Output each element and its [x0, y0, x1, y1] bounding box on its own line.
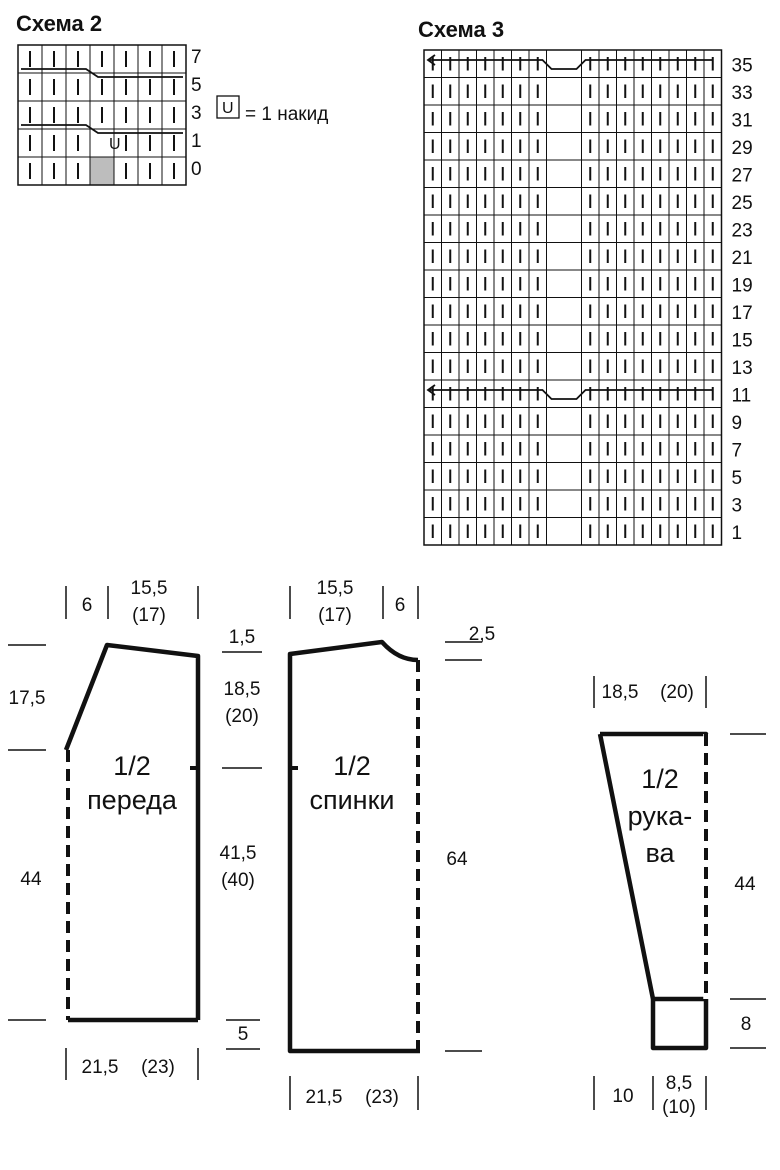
- schema-2-row-label: 3: [191, 103, 202, 124]
- sleeve-cuff-width-label: 8,5: [666, 1073, 692, 1094]
- schema-2-row-label: 0: [191, 159, 202, 180]
- shaded-cell: [90, 157, 114, 185]
- sleeve-piece-name: 1/2: [641, 764, 679, 794]
- schema-3-row-label: 17: [732, 303, 753, 324]
- schema-3-row-label: 13: [732, 358, 753, 379]
- back-shoulder-width-label-alt: (17): [318, 605, 352, 626]
- schema-3-row-label: 23: [732, 221, 753, 242]
- schema-3-chart: [423, 49, 723, 546]
- front-armhole-depth-label-alt: (20): [225, 706, 259, 727]
- front-neck-width-label: 6: [82, 595, 93, 616]
- schema-2-row-label: 5: [191, 75, 202, 96]
- back-width-label: 21,5: [306, 1087, 343, 1108]
- schema-3-row-label: 5: [732, 468, 743, 489]
- back-neck-depth-label: 2,5: [469, 624, 495, 645]
- front-body-length-label: 44: [20, 869, 42, 890]
- schema-3-row-label: 9: [732, 413, 743, 434]
- front-dimension-marks: [8, 586, 262, 1080]
- front-width-label: 21,5: [82, 1057, 119, 1078]
- legend-symbol: U: [222, 100, 234, 117]
- arrow-head: [426, 54, 436, 66]
- back-shoulder-width-label: 15,5: [317, 578, 354, 599]
- front-neck-depth-label: 17,5: [9, 688, 46, 709]
- schema-2-title: Схема 2: [16, 11, 102, 36]
- legend-text: = 1 накид: [245, 104, 328, 125]
- sleeve-piece: [597, 731, 709, 1051]
- front-piece-name: 1/2: [113, 751, 151, 781]
- front-shoulder-width-label-alt: (17): [132, 605, 166, 626]
- legend-symbol-box: [216, 95, 240, 119]
- sleeve-piece-name: ва: [645, 838, 675, 868]
- schema-3-row-label: 15: [732, 331, 753, 352]
- front-shoulder-width-label: 15,5: [131, 578, 168, 599]
- back-piece-name: 1/2: [333, 751, 371, 781]
- schema-3-title: Схема 3: [418, 17, 504, 42]
- cable-cross-line: [21, 124, 183, 134]
- schema-3-row-label: 19: [732, 276, 753, 297]
- schema-3-row-label: 3: [732, 496, 743, 517]
- back-piece: [287, 639, 420, 1054]
- front-hem-offset-label: 5: [238, 1024, 249, 1045]
- cable-cross-line: [21, 68, 183, 78]
- sleeve-piece-name: рука-: [628, 801, 693, 831]
- schema-3-row-label: 31: [732, 111, 753, 132]
- arrow-head: [426, 384, 436, 396]
- sleeve-cuff-label: 8: [741, 1014, 752, 1035]
- schema-3-row-label: 21: [732, 248, 753, 269]
- back-piece-name: спинки: [309, 785, 394, 815]
- back-width-label-alt: (23): [365, 1087, 399, 1108]
- front-armhole-depth-label: 18,5: [224, 679, 261, 700]
- front-piece: [63, 642, 201, 1023]
- schema-3-row-label: 25: [732, 193, 753, 214]
- sleeve-top-width-label: 18,5: [602, 682, 639, 703]
- back-neck-width-label: 6: [395, 595, 406, 616]
- front-piece-name: переда: [87, 785, 178, 815]
- schema-2-chart: [17, 44, 187, 186]
- schema-3-row-label: 35: [732, 56, 753, 77]
- sleeve-top-width-label-alt: (20): [660, 682, 694, 703]
- schema-2-row-label: 1: [191, 131, 202, 152]
- back-dimension-marks: [289, 586, 482, 1110]
- schema-3-row-label: 7: [732, 441, 743, 462]
- grid-frame: [17, 44, 187, 186]
- front-width-label-alt: (23): [141, 1057, 175, 1078]
- decrease-line: [428, 59, 714, 70]
- schema-3-row-label: 27: [732, 166, 753, 187]
- sleeve-dimension-marks: [593, 676, 766, 1110]
- front-side-length-label: 41,5: [220, 843, 257, 864]
- sleeve-cuff-width-label-alt: (10): [662, 1097, 696, 1118]
- decrease-line: [428, 389, 714, 400]
- schema-3-row-label: 33: [732, 83, 753, 104]
- yarn-over-symbol: U: [109, 136, 121, 153]
- front-side-length-label-alt: (40): [221, 870, 255, 891]
- sleeve-length-label: 44: [734, 874, 756, 895]
- schema-3-row-label: 11: [732, 386, 752, 407]
- schema-2-row-label: 7: [191, 47, 202, 68]
- schema-3-row-label: 29: [732, 138, 753, 159]
- front-shoulder-slope-label: 1,5: [229, 627, 255, 648]
- schema-3-row-label: 1: [732, 523, 743, 544]
- back-length-label: 64: [446, 849, 468, 870]
- sleeve-bottom-offset-label: 10: [612, 1086, 633, 1107]
